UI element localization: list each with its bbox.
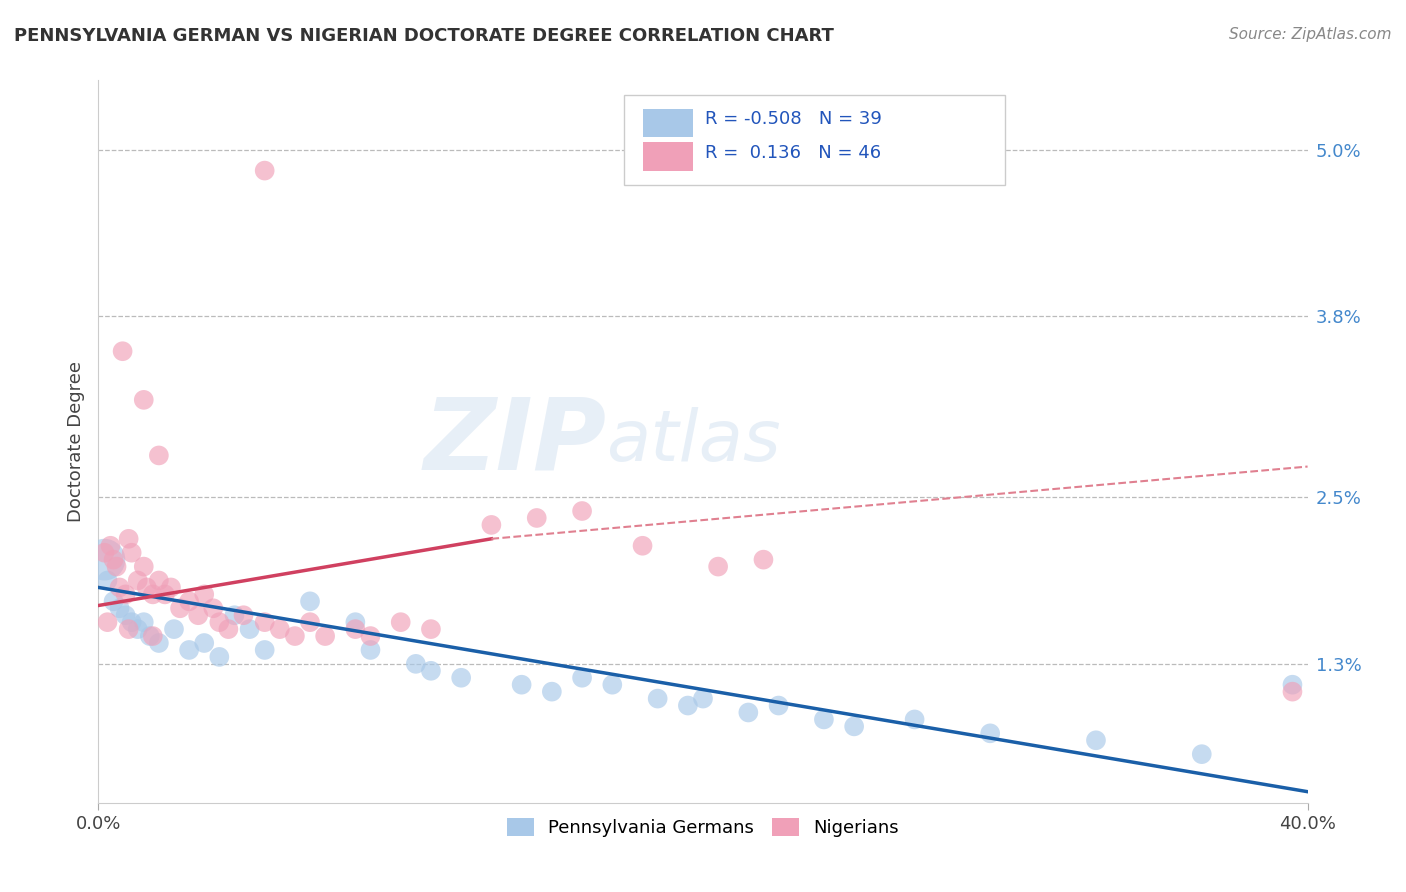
Point (232, 608, 254, 623)
Point (114, 587, 136, 601)
Point (420, 664, 443, 678)
Point (253, 643, 276, 657)
Point (676, 698, 699, 713)
Point (314, 629, 336, 643)
Point (526, 511, 548, 525)
Point (420, 622, 443, 636)
Text: Source: ZipAtlas.com: Source: ZipAtlas.com (1229, 27, 1392, 42)
Point (132, 615, 155, 630)
Point (160, 581, 183, 595)
Point (179, 643, 201, 657)
Point (153, 587, 176, 601)
Point (193, 636, 215, 650)
Point (121, 546, 143, 560)
FancyBboxPatch shape (643, 109, 693, 137)
Point (132, 392, 155, 407)
Point (344, 622, 367, 636)
Point (284, 629, 307, 643)
Point (540, 684, 562, 698)
Point (187, 608, 209, 623)
Point (571, 671, 593, 685)
Point (450, 671, 472, 685)
Point (217, 622, 239, 636)
Point (344, 615, 367, 630)
Point (163, 622, 186, 636)
Point (121, 615, 143, 630)
Point (1085, 733, 1108, 747)
Text: PENNSYLVANIA GERMAN VS NIGERIAN DOCTORATE DEGREE CORRELATION CHART: PENNSYLVANIA GERMAN VS NIGERIAN DOCTORAT… (14, 27, 834, 45)
Point (93, 546, 115, 560)
Point (707, 559, 730, 574)
Point (127, 574, 149, 588)
Point (103, 594, 125, 608)
Point (142, 629, 165, 643)
Point (239, 622, 262, 636)
Point (752, 552, 775, 566)
Point (405, 657, 427, 671)
Point (510, 678, 533, 692)
Point (111, 344, 134, 359)
Point (602, 678, 624, 692)
Text: R =  0.136   N = 46: R = 0.136 N = 46 (706, 144, 882, 161)
Point (169, 601, 191, 615)
Point (844, 719, 866, 733)
Point (179, 594, 201, 608)
Point (768, 698, 790, 713)
Point (108, 601, 131, 615)
Point (224, 608, 246, 623)
Point (299, 615, 322, 630)
Point (360, 643, 382, 657)
Point (904, 713, 927, 727)
Point (1191, 747, 1213, 761)
Point (631, 539, 654, 553)
Point (389, 615, 412, 630)
Point (737, 706, 759, 720)
Point (148, 449, 170, 463)
Point (118, 622, 141, 636)
Point (118, 532, 141, 546)
Point (96, 615, 118, 630)
Point (100, 539, 122, 553)
Point (135, 581, 157, 595)
Point (139, 629, 162, 643)
Y-axis label: Doctorate Degree: Doctorate Degree (66, 361, 84, 522)
Point (132, 559, 155, 574)
Point (148, 636, 170, 650)
Point (142, 587, 165, 601)
Point (269, 622, 291, 636)
Point (299, 594, 322, 608)
Point (481, 517, 503, 532)
Legend: Pennsylvania Germans, Nigerians: Pennsylvania Germans, Nigerians (499, 811, 907, 845)
Point (208, 649, 231, 664)
Point (202, 601, 225, 615)
Point (253, 615, 276, 630)
Text: atlas: atlas (606, 407, 780, 476)
Point (1281, 678, 1303, 692)
Point (692, 691, 714, 706)
Point (1281, 684, 1303, 698)
Point (105, 559, 128, 574)
Point (979, 726, 1001, 740)
Point (813, 713, 835, 727)
Text: R = -0.508   N = 39: R = -0.508 N = 39 (706, 110, 883, 128)
Point (571, 504, 593, 518)
Point (127, 622, 149, 636)
Point (96, 574, 118, 588)
Point (114, 608, 136, 623)
Point (193, 587, 215, 601)
Point (93, 552, 115, 566)
Point (360, 629, 382, 643)
Point (253, 163, 276, 178)
FancyBboxPatch shape (643, 143, 693, 170)
Point (148, 574, 170, 588)
Point (103, 552, 125, 566)
FancyBboxPatch shape (624, 95, 1005, 185)
Point (108, 581, 131, 595)
Point (647, 691, 669, 706)
Point (208, 615, 231, 630)
Text: ZIP: ZIP (423, 393, 606, 490)
